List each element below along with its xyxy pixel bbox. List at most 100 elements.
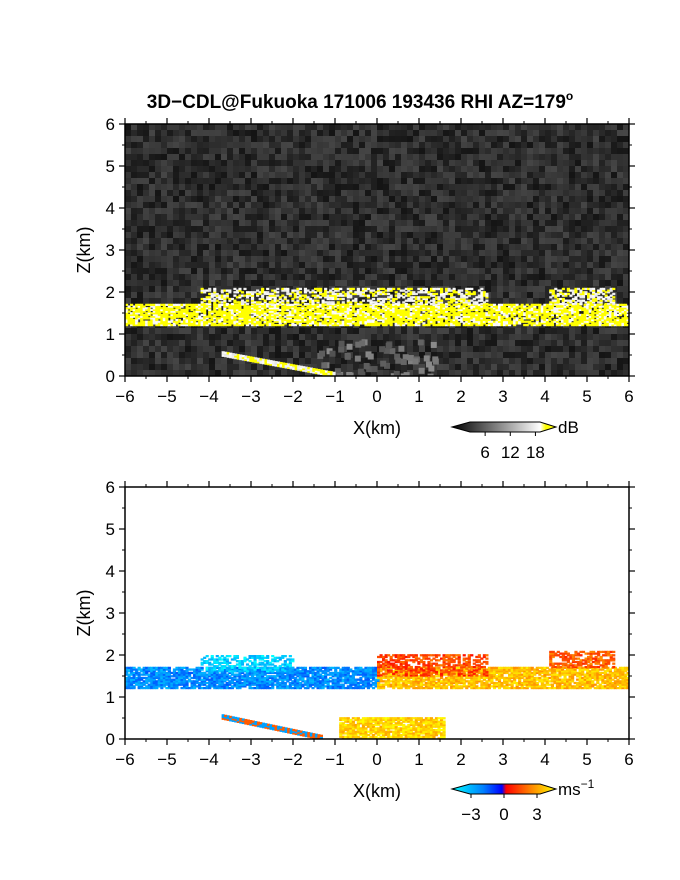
echo-cell — [440, 310, 444, 313]
echo-cell — [233, 313, 237, 317]
noise-cell — [377, 142, 383, 148]
echo-cell — [424, 317, 428, 320]
echo-cell — [349, 318, 353, 322]
echo-cell — [434, 303, 439, 307]
echo-cell — [188, 323, 192, 327]
noise-cell — [257, 256, 263, 262]
echo-cell — [240, 310, 245, 313]
noise-cell — [149, 352, 155, 358]
echo-cell — [281, 310, 285, 313]
echo-cell — [238, 308, 242, 312]
noise-cell — [191, 166, 197, 172]
noise-cell — [371, 166, 377, 172]
noise-cell — [161, 202, 167, 208]
noise-cell — [197, 250, 203, 256]
echo-cell — [437, 315, 441, 318]
echo-cell — [424, 315, 428, 318]
noise-cell — [203, 220, 209, 226]
noise-cell — [473, 154, 479, 160]
noise-cell — [539, 190, 545, 196]
noise-cell — [299, 370, 305, 376]
noise-cell — [455, 226, 461, 232]
noise-cell — [149, 268, 155, 274]
noise-cell — [377, 340, 383, 346]
noise-cell — [137, 262, 143, 268]
echo-cell — [130, 308, 134, 312]
noise-cell — [407, 184, 413, 190]
echo-cell — [412, 305, 416, 308]
noise-cell — [365, 214, 371, 220]
echo-cell — [170, 307, 174, 310]
noise-cell — [437, 184, 443, 190]
noise-cell — [497, 130, 503, 136]
echo-cell — [437, 318, 441, 322]
noise-cell — [335, 334, 341, 340]
noise-cell — [623, 172, 629, 178]
noise-cell — [395, 196, 401, 202]
noise-cell — [131, 370, 137, 376]
noise-cell — [185, 328, 191, 334]
noise-cell — [413, 190, 419, 196]
noise-cell — [281, 166, 287, 172]
noise-cell — [527, 124, 533, 130]
echo-cell — [286, 320, 290, 323]
echo-cell — [361, 307, 365, 310]
echo-cell — [223, 303, 227, 307]
echo-cell — [263, 317, 267, 320]
noise-cell — [575, 250, 581, 256]
noise-cell — [221, 172, 227, 178]
noise-cell — [455, 190, 461, 196]
noise-cell — [125, 124, 131, 130]
noise-cell — [245, 148, 251, 154]
noise-cell — [539, 268, 545, 274]
echo-cell — [407, 322, 411, 325]
noise-cell — [137, 136, 143, 142]
noise-cell — [617, 334, 623, 340]
noise-cell — [305, 352, 311, 358]
noise-cell — [263, 328, 269, 334]
noise-cell — [611, 178, 617, 184]
noise-cell — [311, 364, 317, 370]
noise-cell — [497, 268, 503, 274]
echo-cell — [193, 323, 197, 327]
echo-cell — [157, 317, 161, 320]
echo-cell — [389, 305, 393, 308]
noise-cell — [299, 136, 305, 142]
noise-cell — [413, 220, 419, 226]
noise-cell — [239, 124, 245, 130]
noise-cell — [509, 226, 515, 232]
noise-cell — [497, 166, 503, 172]
echo-cell — [296, 310, 300, 313]
echo-cell — [404, 312, 408, 315]
noise-cell — [473, 352, 479, 358]
echo-cell — [135, 322, 139, 325]
echo-cell — [427, 320, 431, 323]
noise-cell — [173, 124, 179, 130]
noise-cell — [167, 250, 173, 256]
noise-cell — [617, 130, 623, 136]
echo-cell — [389, 322, 393, 325]
echo-cell — [397, 318, 401, 322]
noise-cell — [305, 202, 311, 208]
echo-cell — [208, 308, 212, 312]
noise-cell — [383, 130, 389, 136]
noise-cell — [335, 208, 341, 214]
echo-cell — [152, 310, 156, 313]
echo-cell — [140, 322, 144, 325]
noise-cell — [161, 142, 167, 148]
echo-cell — [228, 312, 232, 315]
noise-cell — [131, 268, 137, 274]
noise-cell — [251, 244, 257, 250]
echo-cell — [296, 307, 300, 310]
noise-cell — [563, 280, 569, 286]
echo-cell — [271, 305, 275, 308]
echo-cell — [329, 307, 333, 310]
noise-cell — [563, 250, 569, 256]
noise-cell — [239, 196, 245, 202]
noise-cell — [581, 334, 587, 340]
echo-cell — [198, 310, 202, 313]
noise-cell — [167, 268, 173, 274]
noise-cell — [221, 328, 227, 334]
echo-cell — [311, 318, 315, 322]
noise-cell — [185, 280, 191, 286]
